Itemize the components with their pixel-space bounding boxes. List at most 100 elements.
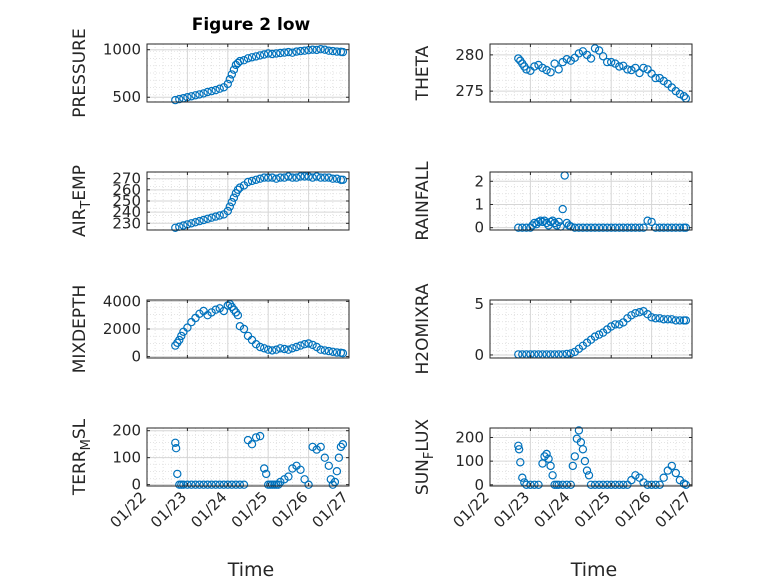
data-point (530, 62, 539, 71)
subplot-pressure: 500 1000 PRESSURE (70, 28, 350, 118)
axes-box (146, 43, 350, 103)
data-point (598, 223, 608, 232)
x-axis-label-left: Time (227, 559, 275, 581)
data-point (320, 346, 329, 355)
data-point (607, 322, 616, 331)
data-point (225, 202, 234, 211)
data-point (611, 320, 620, 329)
data-point (324, 173, 333, 182)
y-tick-label: 240 (112, 203, 141, 221)
y-axis-label: TERRMSL (70, 418, 94, 496)
axes-box (489, 299, 693, 359)
data-point (675, 316, 685, 325)
data-point (284, 345, 293, 354)
data-point (260, 344, 269, 353)
y-tick-label: 260 (112, 181, 141, 199)
data-point (338, 47, 348, 57)
data-point (312, 45, 321, 55)
data-point (235, 183, 245, 192)
data-point (255, 342, 265, 352)
data-point (615, 223, 624, 232)
subplot-rainfall: 0 1 2 RAINFALL (413, 161, 693, 241)
data-point (538, 217, 547, 227)
data-point (308, 45, 317, 54)
data-point (671, 316, 681, 325)
data-point (574, 49, 584, 58)
data-point (584, 471, 594, 480)
data-point (300, 172, 309, 181)
data-point (522, 65, 531, 74)
data-point (171, 223, 180, 232)
data-point (304, 339, 313, 348)
data-point (215, 480, 224, 489)
y-tick-label: 2000 (103, 320, 141, 338)
data-point (639, 223, 648, 232)
data-point (586, 223, 596, 232)
data-point (332, 47, 342, 56)
y-tick-label: 500 (112, 88, 141, 106)
data-point (231, 480, 241, 489)
data-point (631, 309, 640, 318)
data-point (320, 173, 329, 182)
data-point (272, 49, 281, 58)
data-point (568, 461, 578, 471)
data-point (268, 49, 277, 59)
x-tick-label: 01/22 (107, 488, 150, 531)
y-tick-label: 250 (112, 192, 141, 210)
x-tick-label: 01/27 (652, 488, 695, 531)
data-point (247, 176, 257, 186)
data-point (219, 306, 228, 316)
data-point (324, 461, 333, 470)
data-point (671, 468, 681, 478)
data-point (554, 217, 563, 227)
y-axis-label: THETA (413, 45, 433, 101)
data-point (639, 63, 648, 73)
data-point (663, 315, 673, 324)
x-tick-label: 01/24 (187, 488, 230, 531)
data-point (272, 345, 281, 354)
data-point (659, 223, 668, 232)
data-point (635, 308, 644, 317)
data-point (534, 217, 543, 227)
data-point (562, 55, 572, 64)
data-point (546, 68, 555, 77)
data-point (203, 87, 212, 97)
y-tick-label: 1 (474, 195, 484, 213)
data-point (598, 480, 608, 489)
data-point (316, 45, 325, 54)
y-tick-label: 5 (474, 295, 484, 313)
data-point (554, 65, 563, 74)
data-point (316, 173, 325, 182)
data-point (255, 431, 265, 441)
data-point (332, 467, 342, 476)
data-point (268, 346, 277, 355)
data-point (338, 440, 348, 449)
data-point (203, 480, 212, 489)
x-tick-label: 01/26 (268, 488, 311, 531)
y-tick-label: 100 (112, 449, 141, 467)
data-point (247, 53, 257, 62)
y-axis-label: AIRTEMP (70, 165, 94, 237)
data-point (251, 433, 261, 442)
data-point (308, 173, 317, 182)
data-point (570, 452, 580, 461)
data-point (300, 475, 309, 484)
x-tick-label: 01/23 (490, 488, 533, 531)
data-point (292, 173, 301, 182)
y-tick-label: 270 (112, 170, 141, 188)
data-point (332, 348, 342, 357)
data-point (615, 62, 624, 71)
data-point (667, 315, 677, 324)
y-tick-label: 2 (474, 172, 484, 190)
data-point (175, 335, 184, 345)
data-point (320, 45, 329, 54)
data-point (643, 216, 652, 225)
data-point (239, 480, 249, 489)
axes-box (489, 171, 693, 231)
data-point (191, 91, 200, 100)
data-point (607, 57, 616, 67)
data-point (663, 223, 673, 232)
data-point (603, 57, 612, 67)
data-point (518, 223, 527, 232)
data-point (312, 172, 321, 181)
